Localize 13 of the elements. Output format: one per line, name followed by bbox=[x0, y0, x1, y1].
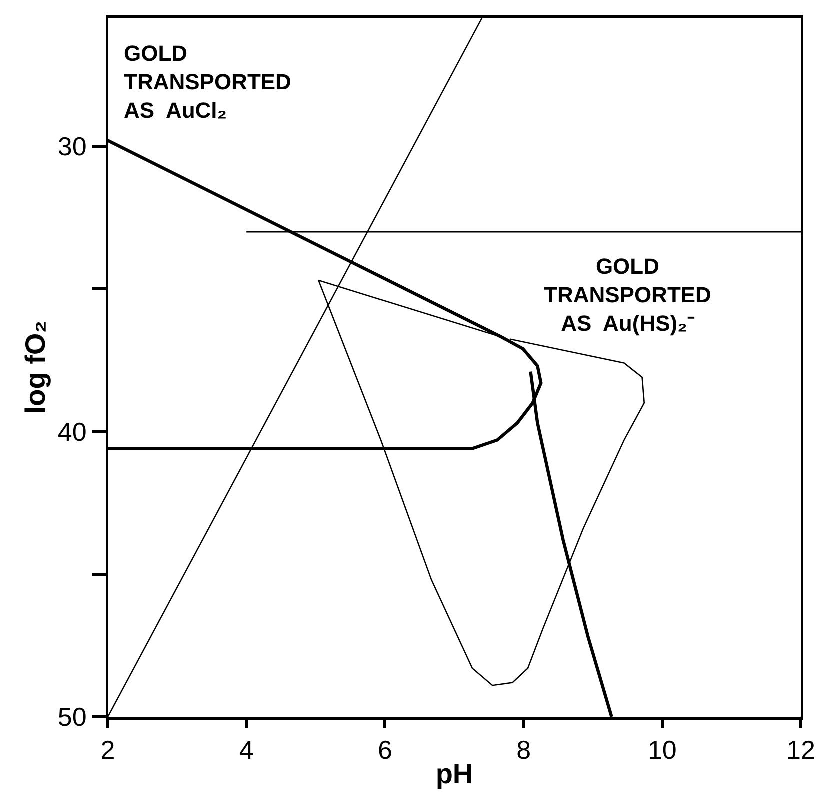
y-tick-label: 30 bbox=[58, 131, 87, 162]
annotation: GOLD TRANSPORTED AS AuCl₂ bbox=[124, 41, 292, 124]
x-axis-title: pH bbox=[436, 758, 474, 790]
annotation: GOLD TRANSPORTED AS Au(HS)₂⁻ bbox=[544, 254, 712, 336]
x-tick-label: 12 bbox=[786, 735, 816, 766]
x-tick-label: 8 bbox=[516, 735, 532, 766]
y-tick-label: 40 bbox=[58, 416, 87, 447]
x-tick-label: 10 bbox=[648, 735, 677, 766]
y-axis-title: log fO₂ bbox=[20, 320, 52, 414]
x-tick-label: 6 bbox=[378, 735, 392, 766]
x-tick-label: 2 bbox=[100, 735, 116, 766]
y-tick-label: 50 bbox=[58, 702, 87, 732]
x-tick-label: 4 bbox=[239, 735, 254, 766]
